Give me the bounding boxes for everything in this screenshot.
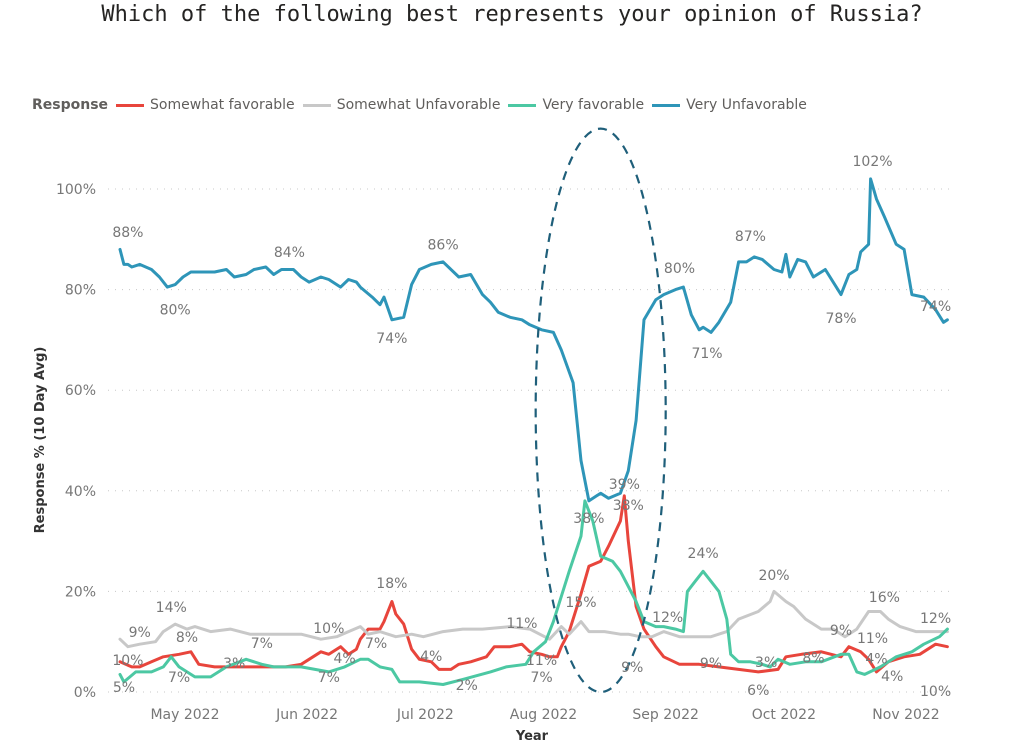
legend-label: Very Unfavorable <box>686 97 807 113</box>
data-label: 3% <box>223 656 245 672</box>
x-tick-label: Aug 2022 <box>510 707 577 723</box>
data-label: 88% <box>112 225 143 241</box>
data-label: 12% <box>920 611 951 627</box>
legend-label: Very favorable <box>542 97 645 113</box>
y-tick-label: 0% <box>74 685 96 701</box>
data-label: 7% <box>251 636 273 652</box>
data-label: 11% <box>526 653 557 669</box>
data-label: 9% <box>129 625 151 641</box>
x-axis-title: Year <box>515 729 549 744</box>
series-line-very-unfavorable[interactable] <box>118 177 949 503</box>
x-tick-label: May 2022 <box>150 707 219 723</box>
data-label: 80% <box>160 303 191 319</box>
data-label: 11% <box>506 616 537 632</box>
legend-swatch <box>116 103 145 107</box>
data-label: 20% <box>758 568 789 584</box>
data-label: 9% <box>621 660 643 676</box>
data-label: 4% <box>865 651 887 667</box>
series-line-somewhat-favorable[interactable] <box>118 494 949 674</box>
data-label: 10% <box>112 653 143 669</box>
data-label: 18% <box>376 576 407 592</box>
x-tick-label: Jun 2022 <box>275 707 338 723</box>
legend-title: Response <box>32 97 109 113</box>
legend-item-somewhat-unfavorable[interactable]: Somewhat Unfavorable <box>302 97 501 113</box>
data-label: 16% <box>869 590 900 606</box>
data-label: 7% <box>318 670 340 686</box>
data-label: 80% <box>664 261 695 277</box>
y-tick-label: 100% <box>56 182 96 198</box>
data-label: 10% <box>313 621 344 637</box>
data-label: 74% <box>920 299 951 315</box>
series-line-very-favorable[interactable] <box>118 499 949 686</box>
data-label: 38% <box>573 511 604 527</box>
data-label: 12% <box>652 610 683 626</box>
data-label: 39% <box>609 477 640 493</box>
data-label: 7% <box>168 670 190 686</box>
y-tick-label: 20% <box>65 584 96 600</box>
data-label: 9% <box>830 623 852 639</box>
data-label: 7% <box>365 636 387 652</box>
legend-swatch <box>302 103 331 107</box>
data-label: 102% <box>853 154 893 170</box>
legend-swatch <box>508 103 537 107</box>
y-tick-label: 60% <box>65 383 96 399</box>
annotation <box>534 127 667 694</box>
data-label: 86% <box>428 237 459 253</box>
series-line-somewhat-unfavorable[interactable] <box>118 589 949 649</box>
data-label: 87% <box>735 229 766 245</box>
data-label: 6% <box>747 683 769 699</box>
data-label: 11% <box>857 631 888 647</box>
x-tick-label: Oct 2022 <box>752 707 816 723</box>
y-axis-title: Response % (10 Day Avg) <box>33 347 48 534</box>
data-label: 74% <box>376 331 407 347</box>
y-tick-label: 40% <box>65 484 96 500</box>
legend: Response Somewhat favorable Somewhat Unf… <box>32 97 815 113</box>
chart-title: Which of the following best represents y… <box>101 2 923 27</box>
data-label: 9% <box>700 656 722 672</box>
data-label: 15% <box>565 595 596 611</box>
data-label: 8% <box>176 630 198 646</box>
data-label: 78% <box>825 311 856 327</box>
y-tick-label: 80% <box>65 283 96 299</box>
data-label: 3% <box>755 655 777 671</box>
data-label: 38% <box>613 498 644 514</box>
data-label: 4% <box>333 651 355 667</box>
x-tick-label: Sep 2022 <box>632 707 698 723</box>
series-lines <box>118 177 949 686</box>
legend-item-very-unfavorable[interactable]: Very Unfavorable <box>652 97 807 113</box>
data-label: 4% <box>881 669 903 685</box>
legend-item-very-favorable[interactable]: Very favorable <box>508 97 644 113</box>
x-tick-label: Jul 2022 <box>396 707 454 723</box>
y-axis-ticks: 0% 20% 40% 60% 80% 100% <box>56 182 96 701</box>
data-label: 14% <box>156 600 187 616</box>
data-label: 8% <box>802 650 824 666</box>
legend-label: Somewhat Unfavorable <box>336 97 501 113</box>
data-labels: 88% 80% 84% 74% 86% 80% 71% 87% 102% 78% 74% 39% 38%… <box>112 154 951 700</box>
legend-swatch <box>652 103 681 107</box>
legend-item-somewhat-favorable[interactable]: Somewhat favorable <box>116 97 295 113</box>
data-label: 84% <box>274 245 305 261</box>
data-label: 4% <box>420 649 442 665</box>
data-label: 10% <box>920 684 951 700</box>
x-tick-label: Nov 2022 <box>872 707 939 723</box>
data-label: 2% <box>456 678 478 694</box>
data-label: 5% <box>113 680 135 696</box>
data-label: 71% <box>691 346 722 362</box>
legend-label: Somewhat favorable <box>150 97 295 113</box>
data-label: 24% <box>688 546 719 562</box>
highlight-ellipse <box>534 127 667 694</box>
x-axis-ticks: May 2022 Jun 2022 Jul 2022 Aug 2022 Sep 2022… <box>150 707 939 723</box>
data-label: 7% <box>530 670 552 686</box>
